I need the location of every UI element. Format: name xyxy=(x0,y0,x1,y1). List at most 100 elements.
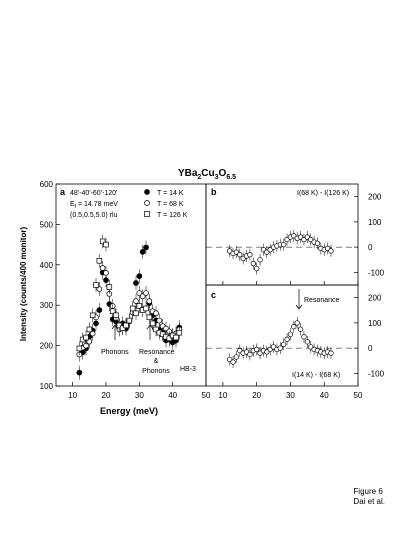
y-tick-label: 0 xyxy=(368,344,373,353)
data-point-126k xyxy=(113,312,119,319)
y-tick-label: 400 xyxy=(40,261,54,270)
data-point-126k xyxy=(93,282,99,288)
x-tick-label: 30 xyxy=(286,391,295,400)
x-tick-label: 40 xyxy=(320,391,329,400)
data-point xyxy=(284,336,290,342)
data-point-126k xyxy=(166,335,173,342)
data-point-14k xyxy=(143,244,149,251)
resonance-arrow-c xyxy=(295,289,303,310)
y-tick-label: -100 xyxy=(368,369,385,378)
caption-line-1: Figure 6 xyxy=(353,487,383,496)
data-point xyxy=(230,359,236,365)
data-point-68k xyxy=(139,293,146,300)
legend-marker-68k xyxy=(144,200,150,206)
data-point xyxy=(328,350,334,356)
data-point xyxy=(314,240,321,246)
data-point-68k xyxy=(96,286,103,292)
data-point-126k xyxy=(173,334,179,341)
caption-line-2: Dai et al. xyxy=(353,497,385,506)
data-point-14k xyxy=(136,273,143,279)
data-point xyxy=(247,351,253,358)
y-tick-label: 200 xyxy=(40,342,54,351)
instrument-label: HB-3 xyxy=(180,366,196,373)
panel-c-label: I(14 K) - I(68 K) xyxy=(292,372,340,379)
data-point-126k xyxy=(146,314,153,321)
data-point-126k xyxy=(153,326,159,333)
legend: T = 14 K T = 68 K T = 126 K xyxy=(144,189,188,219)
data-point xyxy=(237,252,243,258)
x-tick-label: 50 xyxy=(354,391,363,400)
data-point-126k xyxy=(119,325,126,331)
panel-b-label: I(68 K) - I(126 K) xyxy=(297,190,349,197)
data-point-68k xyxy=(146,298,153,305)
panel-b-frame xyxy=(205,183,359,286)
data-point-126k xyxy=(136,303,143,309)
data-point xyxy=(281,241,287,248)
data-point-126k xyxy=(129,305,136,312)
legend-label-14k: T = 14 K xyxy=(157,190,184,197)
data-point-126k xyxy=(116,322,123,329)
phonons-arrow xyxy=(111,324,119,340)
data-point-68k xyxy=(153,310,159,317)
legend-marker-126k xyxy=(144,211,150,217)
y-tick-label: 600 xyxy=(40,180,54,189)
y-tick-label: 200 xyxy=(368,193,382,202)
q-vector-text: (0.5,0.5,5.0) rlu xyxy=(70,212,118,219)
data-point xyxy=(281,341,287,347)
data-point-126k xyxy=(76,345,83,352)
panel-c-annotation: Resonance xyxy=(304,297,340,304)
data-point-126k xyxy=(126,317,133,324)
y-tick-label: 100 xyxy=(40,382,54,391)
data-point-126k xyxy=(106,284,113,290)
config-text: 48'-40'-60'-120' xyxy=(70,190,117,197)
data-point xyxy=(247,252,253,258)
panel-c: -100 0 100 200 10 20 30 40 50 c Resonance I(14 K… xyxy=(205,284,385,400)
data-point-14k xyxy=(133,280,139,286)
data-point-126k xyxy=(99,238,106,245)
x-tick-label: 30 xyxy=(135,391,144,400)
y-tick-label: -100 xyxy=(368,268,385,277)
data-point-14k xyxy=(76,369,83,376)
x-tick-label: 20 xyxy=(252,391,261,400)
data-point-68k xyxy=(136,290,143,296)
x-tick-label: 10 xyxy=(218,391,227,400)
figure-caption: Figure 6 Dai et al. xyxy=(353,487,385,507)
data-point-126k xyxy=(103,241,109,248)
data-point xyxy=(250,260,256,267)
y-tick-label: 300 xyxy=(40,301,54,310)
panel-c-letter: c xyxy=(211,290,216,300)
data-point-68k xyxy=(143,290,149,296)
and-label: & xyxy=(154,358,159,365)
data-point-126k xyxy=(149,320,156,327)
panel-b: -100 0 100 200 b I(68 K) - I(126 K) xyxy=(205,183,385,286)
data-point-126k xyxy=(176,329,183,336)
panel-c-frame xyxy=(205,284,359,387)
x-tick-label: 10 xyxy=(68,391,77,400)
x-tick-label: 50 xyxy=(202,391,211,400)
data-point xyxy=(291,324,297,330)
panel-a-letter: a xyxy=(60,187,66,197)
y-tick-label: 500 xyxy=(40,220,54,229)
data-point xyxy=(257,257,263,263)
resonance-label: Resonance xyxy=(139,349,175,356)
data-point-126k xyxy=(83,334,89,341)
data-point xyxy=(304,339,310,345)
panel-a: 100 200 300 400 500 600 10 20 30 40 50 a 48'-40'-6… xyxy=(19,180,211,416)
data-point xyxy=(254,346,260,353)
data-point xyxy=(328,248,334,254)
data-point-68k xyxy=(99,265,106,271)
x-axis-label: Energy (meV) xyxy=(100,406,158,416)
data-point-126k xyxy=(143,305,149,312)
data-point-126k xyxy=(89,312,96,319)
data-point-126k xyxy=(123,322,129,329)
data-point-68k xyxy=(133,298,139,305)
y-axis-label: Intensity (counts/400 monitor) xyxy=(19,227,28,342)
data-point-126k xyxy=(96,258,103,264)
legend-label-68k: T = 68 K xyxy=(157,201,184,208)
data-point-14k xyxy=(139,249,146,255)
data-point xyxy=(233,354,240,360)
data-point xyxy=(301,334,307,340)
data-point-14k xyxy=(96,307,103,313)
y-tick-label: 100 xyxy=(368,218,382,227)
data-point-68k xyxy=(89,330,96,337)
